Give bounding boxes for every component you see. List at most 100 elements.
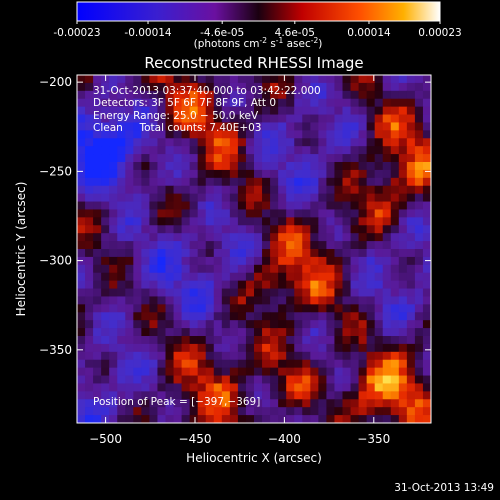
heatmap-cell xyxy=(406,193,416,202)
heatmap-cell xyxy=(237,336,247,345)
heatmap-cell xyxy=(245,399,255,408)
heatmap-cell xyxy=(245,217,255,226)
heatmap-cell xyxy=(181,407,191,416)
heatmap-cell xyxy=(310,130,319,139)
heatmap-cell xyxy=(237,241,247,250)
heatmap-cell xyxy=(398,193,408,202)
heatmap-cell xyxy=(366,249,376,258)
heatmap-cell xyxy=(141,296,150,305)
heatmap-cell xyxy=(262,138,271,147)
heatmap-cell xyxy=(101,320,110,329)
heatmap-cell xyxy=(221,146,231,155)
heatmap-cell xyxy=(326,154,335,163)
heatmap-cell xyxy=(109,225,118,234)
heatmap-cell xyxy=(414,169,424,179)
heatmap-cell xyxy=(374,209,384,218)
heatmap-cell xyxy=(406,225,416,234)
heatmap-cell xyxy=(318,272,327,282)
heatmap-cell xyxy=(374,415,384,423)
heatmap-cell xyxy=(157,304,166,313)
heatmap-cell xyxy=(366,241,376,250)
heatmap-cell xyxy=(109,162,118,171)
heatmap-cell xyxy=(229,407,239,416)
heatmap-cell xyxy=(366,359,376,369)
heatmap-cell xyxy=(398,162,408,171)
heatmap-cell xyxy=(318,138,327,147)
heatmap-cell xyxy=(278,256,287,266)
heatmap-cell xyxy=(254,130,263,139)
heatmap-cell xyxy=(213,407,223,416)
heatmap-cell xyxy=(157,185,166,195)
heatmap-cell xyxy=(173,336,182,345)
heatmap-cell xyxy=(422,415,431,423)
heatmap-cell xyxy=(245,193,255,202)
heatmap-cell xyxy=(254,217,263,226)
heatmap-cell xyxy=(302,90,311,100)
heatmap-cell xyxy=(406,106,416,115)
heatmap-cell xyxy=(390,75,400,84)
heatmap-cell xyxy=(358,122,368,131)
heatmap-cell xyxy=(85,209,94,218)
heatmap-cell xyxy=(398,288,408,297)
heatmap-cell xyxy=(358,351,368,361)
heatmap-cell xyxy=(310,272,319,282)
heatmap-cell xyxy=(262,343,271,353)
heatmap-cell xyxy=(133,375,142,384)
heatmap-cell xyxy=(189,114,199,123)
heatmap-cell xyxy=(197,201,207,210)
colorbar-gradient xyxy=(76,1,441,22)
heatmap-cell xyxy=(294,162,303,171)
heatmap-cell xyxy=(141,209,150,218)
heatmap-cell xyxy=(117,272,126,282)
heatmap-cell xyxy=(141,146,150,155)
heatmap-cell xyxy=(101,162,110,171)
heatmap-cell xyxy=(398,256,408,266)
heatmap-cell xyxy=(109,304,118,313)
heatmap-cell xyxy=(406,138,416,147)
energy-range: Energy Range: 25.0 − 50.0 keV xyxy=(93,109,259,122)
heatmap-cell xyxy=(85,367,94,376)
heatmap-cell xyxy=(245,359,255,369)
colorbar-tick-label: -4.6e-05 xyxy=(200,27,244,39)
heatmap-cell xyxy=(374,304,384,313)
heatmap-cell xyxy=(326,98,335,108)
heatmap-cell xyxy=(334,114,343,123)
heatmap-cell xyxy=(358,328,368,337)
heatmap-cell xyxy=(406,98,416,108)
heatmap-cell xyxy=(262,280,271,289)
heatmap-cell xyxy=(350,162,359,171)
heatmap-cell xyxy=(109,296,118,305)
heatmap-cell xyxy=(109,399,118,408)
heatmap-cell xyxy=(221,375,231,384)
heatmap-cell xyxy=(117,162,126,171)
heatmap-cell xyxy=(294,320,303,329)
heatmap-cell xyxy=(374,241,384,250)
heatmap-cell xyxy=(350,249,359,258)
heatmap-cell xyxy=(117,82,126,92)
heatmap-cell xyxy=(165,336,174,345)
heatmap-cell xyxy=(117,296,126,305)
heatmap-cell xyxy=(149,336,158,345)
heatmap-cell xyxy=(286,209,295,218)
heatmap-cell xyxy=(254,304,263,313)
heatmap-cell xyxy=(93,114,102,123)
heatmap-cell xyxy=(181,193,191,202)
heatmap-cell xyxy=(310,407,319,416)
y-tick-label: −300 xyxy=(39,254,72,268)
heatmap-cell xyxy=(374,90,384,100)
heatmap-cell xyxy=(221,343,231,353)
heatmap-cell xyxy=(414,336,424,345)
heatmap-cell xyxy=(342,264,351,274)
heatmap-cell xyxy=(342,256,351,266)
heatmap-cell xyxy=(350,138,359,147)
heatmap-cell xyxy=(390,375,400,384)
heatmap-cell xyxy=(326,122,335,131)
heatmap-cell xyxy=(205,90,215,100)
heatmap-cell xyxy=(149,415,158,423)
heatmap-cell xyxy=(374,328,384,337)
heatmap-cell xyxy=(334,122,343,131)
heatmap-cell xyxy=(133,233,142,242)
heatmap-cell xyxy=(366,75,376,84)
heatmap-cell xyxy=(125,320,134,329)
